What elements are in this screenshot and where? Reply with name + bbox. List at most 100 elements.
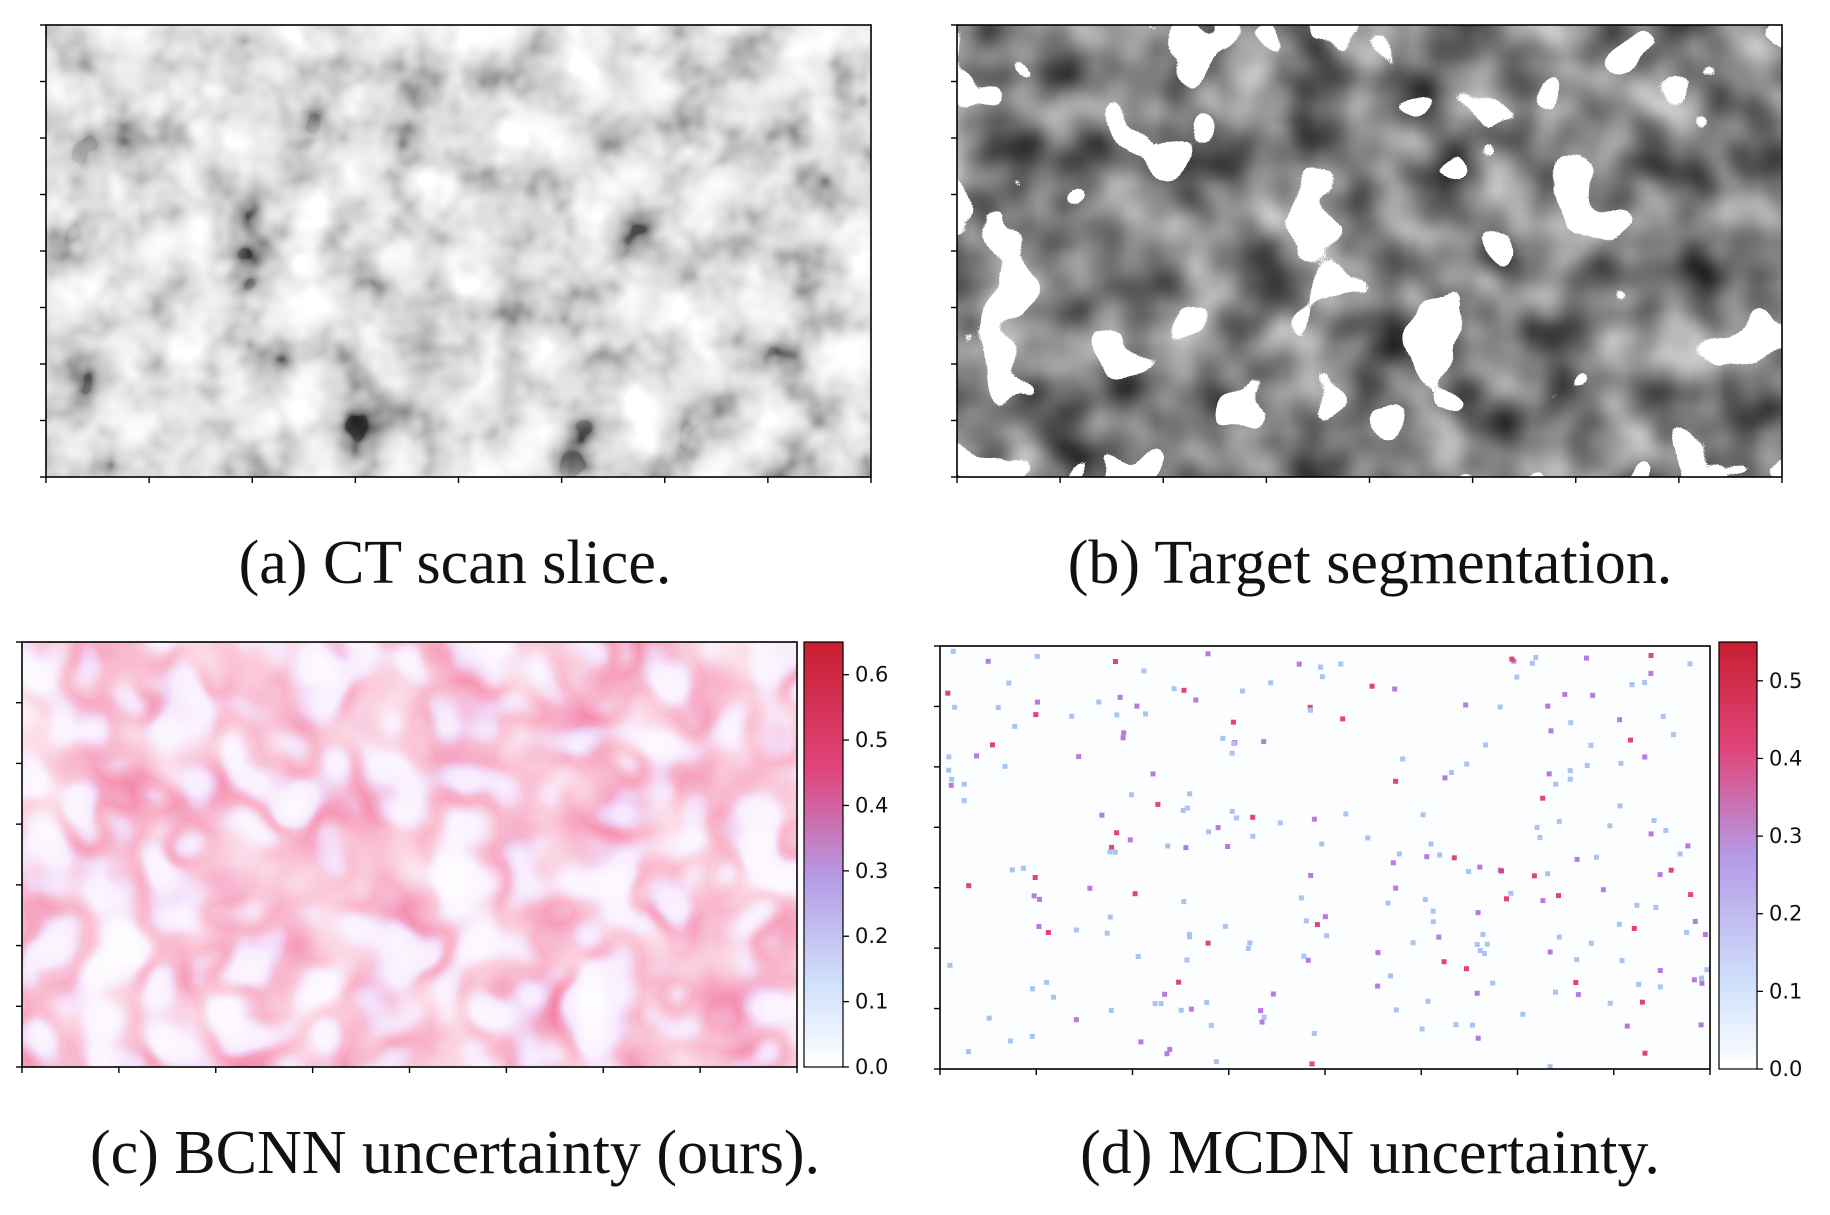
uncertainty-speckle: [1069, 713, 1075, 719]
uncertainty-speckle: [1184, 957, 1190, 963]
uncertainty-speckle: [1660, 713, 1666, 719]
uncertainty-speckle: [1663, 828, 1669, 833]
uncertainty-speckle: [1032, 875, 1038, 880]
uncertainty-speckle: [1222, 923, 1228, 929]
uncertainty-speckle: [1556, 818, 1562, 824]
uncertainty-speckle: [1531, 873, 1537, 879]
uncertainty-speckle: [1562, 691, 1568, 697]
uncertainty-speckle: [1270, 991, 1276, 997]
uncertainty-speckle: [1642, 680, 1648, 685]
uncertainty-speckle: [1477, 864, 1483, 870]
uncertainty-speckle: [1671, 732, 1676, 738]
uncertainty-speckle: [1490, 980, 1496, 986]
uncertainty-speckle: [1225, 844, 1231, 849]
uncertainty-speckle: [1702, 932, 1708, 937]
uncertainty-speckle: [1464, 966, 1469, 972]
segmentation-mask: [957, 25, 1782, 477]
uncertainty-speckle: [1338, 661, 1344, 667]
uncertainty-speckle: [1104, 930, 1110, 936]
uncertainty-speckle: [945, 690, 951, 696]
uncertainty-speckle: [1547, 1064, 1553, 1070]
uncertainty-speckle: [1497, 704, 1503, 710]
uncertainty-speckle: [1303, 918, 1309, 924]
uncertainty-speckle: [1553, 781, 1559, 787]
colorbar-tick-label: 0.2: [1769, 902, 1802, 926]
uncertainty-speckle: [1546, 771, 1552, 777]
uncertainty-speckle: [1618, 760, 1624, 766]
uncertainty-speckle: [1474, 942, 1480, 947]
uncertainty-speckle: [1390, 860, 1396, 866]
uncertainty-speckle: [1261, 739, 1267, 745]
uncertainty-speckle: [1677, 851, 1683, 857]
bcnn-colorbar: [803, 641, 844, 1068]
uncertainty-speckle: [1127, 837, 1133, 843]
mcdn-uncertainty-panel: 0.0 0.1 0.2 0.3 0.4 0.5: [934, 641, 1802, 1081]
bcnn-uncertainty-panel: 0.0 0.1 0.2 0.3 0.4 0.5 0.6: [16, 641, 888, 1079]
uncertainty-speckle: [1420, 812, 1426, 818]
colorbar-tick-label: 0.4: [855, 793, 888, 817]
uncertainty-speckle: [974, 753, 979, 759]
uncertainty-speckle: [1548, 728, 1554, 734]
caption-b: (b) Target segmentation.: [1067, 529, 1673, 597]
uncertainty-speckle: [1520, 1011, 1526, 1017]
uncertainty-speckle: [1588, 742, 1594, 748]
uncertainty-speckle: [1704, 967, 1710, 973]
uncertainty-speckle: [1308, 707, 1313, 713]
uncertainty-speckle: [1206, 829, 1212, 835]
uncertainty-speckle: [1135, 954, 1141, 959]
uncertainty-speckle: [1430, 908, 1436, 914]
uncertainty-speckle: [1482, 951, 1487, 956]
uncertainty-speckle: [1629, 682, 1635, 688]
uncertainty-speckle: [990, 742, 995, 748]
uncertainty-speckle: [1183, 845, 1189, 851]
uncertainty-speckle: [1162, 991, 1168, 997]
uncertainty-speckle: [947, 962, 953, 968]
uncertainty-speckle: [1268, 680, 1274, 686]
uncertainty-speckle: [1657, 872, 1663, 878]
uncertainty-speckle: [1545, 703, 1551, 709]
uncertainty-speckle: [1484, 941, 1490, 947]
uncertainty-speckle: [1369, 683, 1375, 689]
uncertainty-speckle: [948, 782, 954, 788]
uncertainty-speckle: [946, 767, 952, 773]
uncertainty-speckle: [1657, 968, 1663, 973]
colorbar-tick-label: 0.1: [1769, 979, 1802, 1003]
uncertainty-speckle: [1152, 1001, 1158, 1007]
uncertainty-speckle: [1205, 651, 1211, 657]
uncertainty-speckle: [952, 704, 958, 710]
uncertainty-speckle: [1181, 899, 1187, 904]
uncertainty-speckle: [1508, 890, 1514, 896]
uncertainty-speckle: [1245, 945, 1251, 951]
uncertainty-speckle: [1319, 674, 1325, 680]
uncertainty-speckle: [1117, 694, 1123, 700]
uncertainty-speckle: [1250, 833, 1256, 839]
uncertainty-speckle: [1639, 999, 1645, 1005]
uncertainty-speckle: [1533, 655, 1539, 660]
uncertainty-speckle: [1074, 927, 1080, 933]
colorbar-tick-label: 0.5: [1769, 669, 1802, 693]
uncertainty-speckle: [1298, 895, 1304, 901]
uncertainty-speckle: [1410, 940, 1416, 946]
uncertainty-speckle: [1143, 711, 1148, 717]
uncertainty-speckle: [1642, 754, 1648, 760]
uncertainty-speckle: [1007, 1038, 1013, 1044]
uncertainty-speckle: [1324, 933, 1330, 939]
mcdn-speckles: [945, 648, 1710, 1070]
uncertainty-speckle: [1230, 719, 1236, 725]
uncertainty-speckle: [1684, 929, 1690, 935]
uncertainty-speckle: [1107, 914, 1113, 920]
uncertainty-speckle: [1474, 990, 1480, 996]
uncertainty-speckle: [1573, 980, 1579, 985]
uncertainty-speckle: [1240, 688, 1245, 694]
uncertainty-speckle: [1393, 778, 1399, 784]
uncertainty-speckle: [1436, 934, 1442, 940]
uncertainty-speckle: [1480, 931, 1486, 937]
uncertainty-speckle: [1073, 1017, 1079, 1023]
uncertainty-speckle: [1296, 661, 1302, 667]
uncertainty-speckle: [1158, 1001, 1164, 1006]
uncertainty-speckle: [1648, 670, 1654, 676]
uncertainty-speckle: [1668, 867, 1674, 873]
uncertainty-speckle: [1311, 816, 1317, 822]
uncertainty-speckle: [1247, 940, 1253, 946]
uncertainty-speckle: [1220, 735, 1226, 741]
